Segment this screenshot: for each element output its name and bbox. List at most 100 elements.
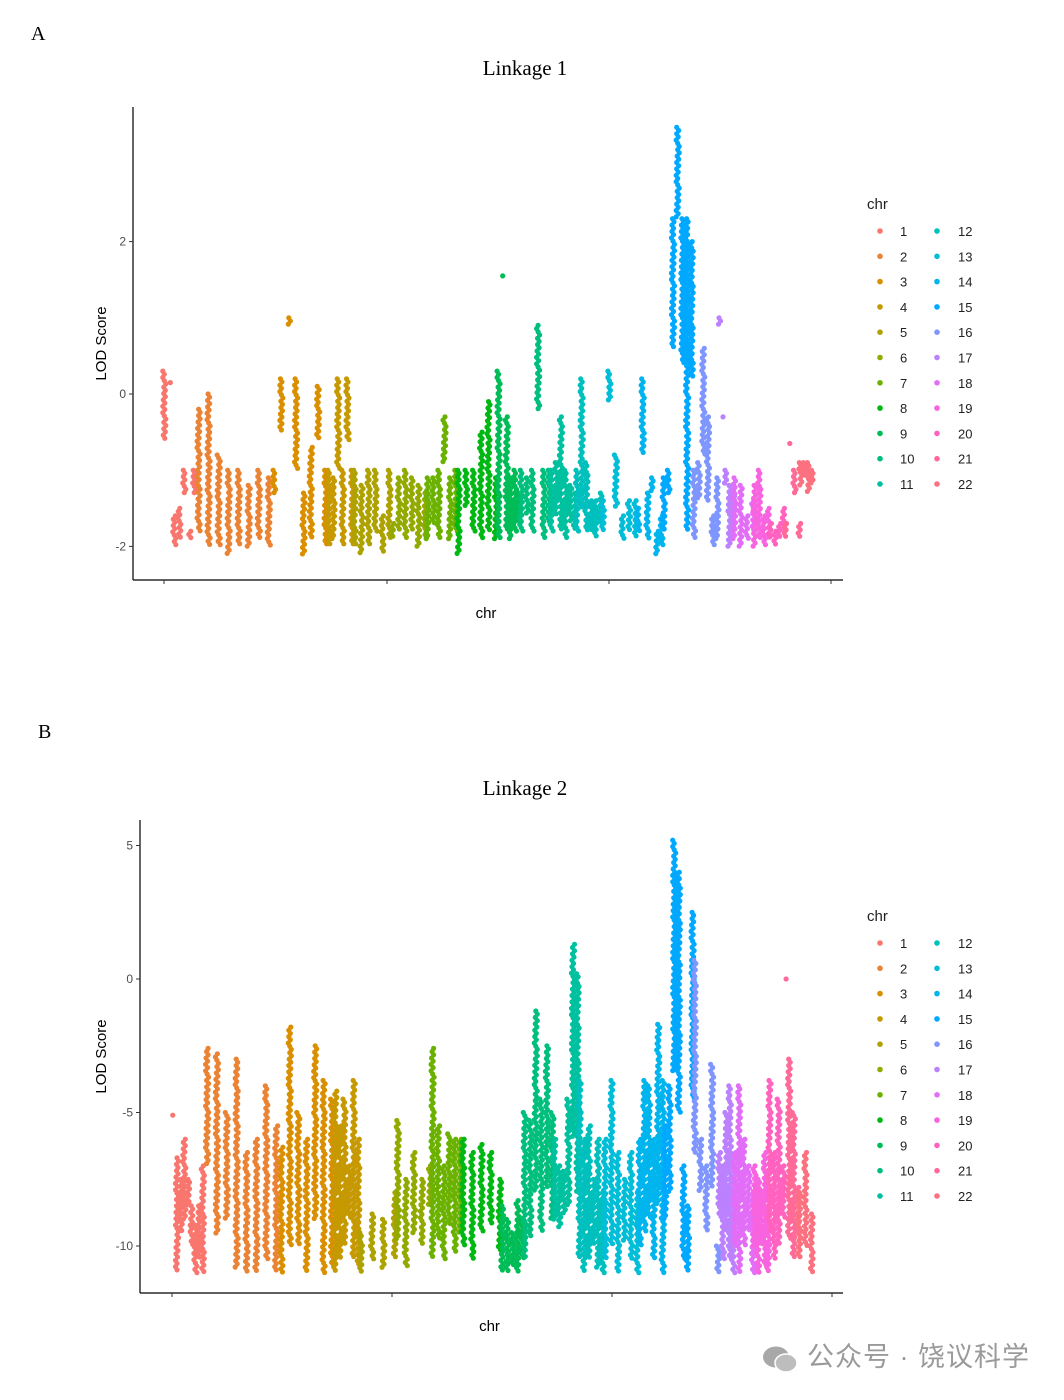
legend-key-chr-2 [877,253,883,260]
data-point [593,533,599,539]
data-point [180,1216,186,1222]
data-point [661,526,667,532]
data-point [295,465,301,471]
chr-13-points [601,1077,642,1276]
legend-key-chr-11 [877,481,883,487]
chr-14-points [633,376,666,557]
x-axis-label: chr [476,605,497,622]
data-point [409,526,415,532]
chr-5-points [350,467,394,556]
legend-key-chr-16 [934,329,940,336]
chr-7-points [423,414,460,542]
data-point [174,1267,180,1273]
chr-4-points [324,376,357,547]
data-point [453,1248,459,1254]
data-point [522,1253,528,1260]
chart-title-1: Linkage 1 [482,56,568,80]
data-point [288,1242,294,1248]
data-point [440,459,446,465]
legend-key-chr-18 [934,380,940,386]
data-point [271,490,277,496]
legend-key-chr-6 [877,354,883,361]
data-point [588,526,595,533]
chr-5-points [356,1190,399,1274]
data-point [184,1202,190,1208]
data-point [581,1267,587,1273]
data-point [414,543,420,549]
data-point [528,1233,534,1239]
chr-11-points [547,414,580,541]
data-point [327,541,333,547]
data-point [454,550,460,557]
data-point [626,526,633,533]
data-point [380,548,386,554]
chr-3-points [270,315,330,557]
data-point [309,534,315,540]
data-point [390,533,396,539]
data-point [665,490,672,496]
data-point [207,541,213,548]
data-point [267,542,273,548]
data-point [783,533,789,539]
data-point [357,550,363,556]
data-point [497,534,503,541]
y-tick-label: 2 [119,235,126,249]
data-point [253,1267,259,1273]
y-tick-label: 0 [119,387,126,401]
data-point [162,435,168,441]
data-point [515,1268,521,1274]
data-point [646,535,652,541]
data-point [695,495,701,501]
data-point [374,528,380,534]
legend-label-chr-2: 2 [900,249,907,264]
legend-label-chr-17: 17 [958,351,972,366]
legend-label-chr-11: 11 [900,477,914,492]
legend-key-chr-20 [934,430,940,437]
legend-label-chr-6: 6 [900,351,907,366]
legend-label-chr-10: 10 [900,452,914,467]
data-point [346,437,352,443]
legend-key-chr-10 [877,455,883,462]
data-point [725,543,731,549]
data-point [569,1133,576,1139]
data-point [299,551,306,557]
chr-4-points [331,1077,363,1273]
data-point [462,502,468,508]
legend-title: chr [867,196,888,213]
data-point [670,344,677,350]
chr-6-points [388,467,430,549]
legend-label-chr-12: 12 [958,224,972,239]
data-point [539,1227,545,1233]
chr-8-points [459,1136,504,1261]
data-point [531,1187,537,1193]
legend-label-chr-13: 13 [958,249,972,264]
data-point [403,534,409,541]
data-point [423,536,429,542]
data-point [648,488,654,494]
chr-16-points [689,345,722,548]
data-point [217,542,223,548]
data-point [244,543,250,549]
data-point [244,1268,250,1274]
data-point [736,543,742,549]
data-point [201,1268,207,1275]
legend-key-chr-15 [934,304,940,310]
data-point [685,526,691,532]
data-point [371,1256,377,1262]
data-point [167,380,173,386]
legend-key-chr-19 [934,405,940,411]
data-point [772,541,779,547]
data-point [170,1112,176,1118]
legend-label-chr-8: 8 [900,401,907,416]
legend-label-chr-1: 1 [900,224,907,239]
legend-key-chr-4 [877,304,883,310]
data-point [777,533,783,539]
chr-19-points [750,467,773,549]
data-point [762,542,769,548]
data-point [257,534,263,541]
chr-7-points [428,1045,465,1262]
legend-label-chr-14: 14 [958,275,972,290]
data-point [636,528,643,534]
data-point [720,414,726,420]
legend-label-chr-20: 20 [958,426,972,441]
